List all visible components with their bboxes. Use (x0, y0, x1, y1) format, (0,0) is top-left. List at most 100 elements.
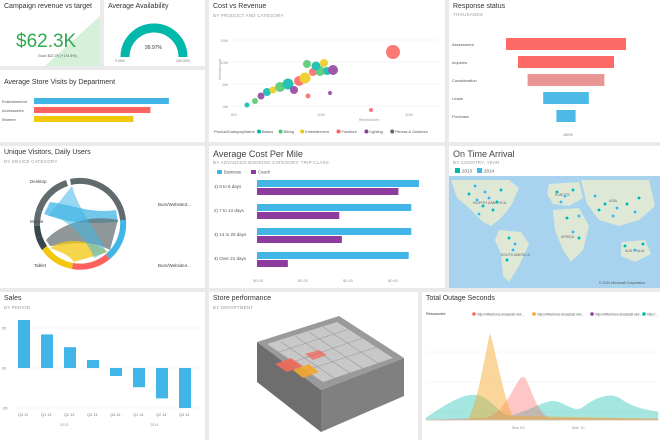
x-tick: 20M (405, 112, 413, 117)
legend-item: Fitness & Outdoors (395, 130, 428, 134)
scatter-point (244, 102, 250, 108)
campaign-revenue-tile[interactable]: Campaign revenue vs target $62.3K Goal: … (0, 0, 100, 66)
legend-swatch (336, 129, 341, 134)
map-marker (564, 215, 569, 220)
map-marker (477, 211, 482, 216)
scatter-point (290, 86, 298, 94)
zone-red-2 (305, 350, 327, 360)
store-perf-subtitle: BY DEPARTMENT (213, 305, 254, 310)
legend-item: Furniture (342, 130, 357, 134)
scatter-point (303, 60, 311, 68)
visits-row-label: Accessories (2, 108, 24, 113)
campaign-sparkline (45, 16, 100, 66)
cost-per-mile-chart: Business Coach 1) 0 to 6 days 2) 7 to 13 da… (214, 170, 419, 283)
legend-2013-swatch (455, 168, 460, 173)
cpm-x-tick: $0.40 (343, 278, 354, 283)
map-marker (562, 194, 567, 199)
cpm-category-label: 1) 0 to 6 days (214, 184, 242, 189)
map-marker (511, 247, 516, 252)
store-perf-tile[interactable]: Store performance BY DEPARTMENT (209, 292, 418, 440)
world-map[interactable]: 2013 2014 NORTH AMERICA SOUTH AMERICA EU… (449, 146, 660, 288)
cost-per-mile-tile[interactable]: Average Cost Per Mile BY ADVANCED BOOKIN… (209, 146, 445, 288)
legend-item: Basics (262, 130, 273, 134)
chord-label: Tablet (34, 263, 47, 268)
funnel-label: Assessment (452, 42, 475, 47)
legend-item: Business (224, 170, 241, 175)
legend-item: Coach (258, 170, 271, 175)
map-label-eu: EUROPE (555, 193, 570, 197)
response-tile[interactable]: Response status THOUSANDS Assessment Inqu… (449, 0, 660, 142)
legend-swatch (217, 170, 222, 174)
map-marker (473, 184, 478, 189)
sales-tile[interactable]: Sales BY PERIOD $5 $0 -$5 Q4 12 Q1 13 Q2 13 Q3… (0, 292, 205, 440)
campaign-value: $62.3K (16, 31, 77, 52)
scatter-point (299, 72, 311, 84)
africa (553, 208, 589, 262)
store-visits-bars: Entertainment Accessories Women (2, 98, 169, 122)
cpm-bar-business (257, 252, 409, 259)
funnel-stage (556, 110, 576, 122)
map-marker (596, 208, 601, 213)
funnel-bottom-label: 100% (563, 133, 573, 137)
sales-title: Sales (4, 295, 22, 302)
map-marker (614, 206, 619, 211)
funnel-label: Consideration (452, 78, 477, 83)
map-marker (570, 188, 575, 193)
legend-item: http://officeforce.dnsassist.net/... (537, 313, 584, 317)
legend-item: http://officeforce.dnsassist.net/... (477, 313, 524, 317)
campaign-title: Campaign revenue vs target (4, 3, 92, 10)
sales-year-label: 2014 (150, 423, 158, 427)
sales-bar (41, 334, 53, 368)
legend-swatch (364, 129, 369, 134)
chord-label: Mobile (30, 219, 44, 224)
sales-x-tick: Q4 12 (18, 413, 28, 417)
legend-2014: 2014 (484, 169, 495, 174)
floorplan-base (257, 316, 404, 432)
sales-x-tick: Q1 13 (41, 413, 51, 417)
map-label-as: ASIA (609, 199, 618, 203)
legend-swatch (642, 312, 646, 316)
outage-series-teal (425, 394, 659, 421)
outage-title: Total Outage Seconds (426, 295, 495, 302)
legend-swatch (472, 312, 476, 316)
sales-year-label: 2013 (60, 423, 68, 427)
scatter-point (386, 45, 400, 59)
map-marker (495, 200, 500, 205)
cpm-bar-coach (257, 236, 342, 243)
chord-diagram: Desktop Mobile Tablet Bum/Website3... Bu… (30, 177, 191, 270)
on-time-tile[interactable]: On Time Arrival BY COUNTRY, YEAR 2013 20… (449, 146, 660, 288)
on-time-subtitle: BY COUNTRY, YEAR (453, 160, 500, 165)
map-marker (592, 194, 597, 199)
map-marker (512, 241, 517, 246)
scatter-point (305, 93, 311, 99)
zone-orange (293, 364, 319, 378)
cost-revenue-subtitle: BY PRODUCT AND CATEGORY (213, 13, 284, 18)
sales-y-tick: $5 (2, 326, 7, 331)
response-title: Response status (453, 3, 506, 10)
map-marker (475, 198, 480, 203)
store-floorplan[interactable] (209, 292, 418, 440)
cost-revenue-tile[interactable]: Cost vs Revenue BY PRODUCT AND CATEGORY (209, 0, 445, 142)
legend-swatch (257, 129, 261, 134)
legend-swatch (278, 129, 283, 134)
scatter-point (282, 78, 294, 90)
cost-revenue-title: Cost vs Revenue (213, 3, 267, 10)
visitors-tile[interactable]: Unique Visitors, Daily Users BY DEVICE C… (0, 146, 205, 288)
map-marker (507, 235, 512, 240)
cpm-bar-business (257, 204, 412, 211)
map-marker (576, 235, 581, 240)
cpm-category-label: 4) Over 21 days (214, 256, 247, 261)
y-axis-label: SalesAmount (218, 59, 222, 80)
map-label-sa: SOUTH AMERICA (501, 253, 531, 257)
sales-bar (87, 360, 99, 368)
y-tick: 0M (222, 104, 228, 109)
availability-tile[interactable]: Average Availability 99.97% 0.00% 100.00… (104, 0, 205, 66)
outage-tile[interactable]: Total Outage Seconds ResourceId http://o… (422, 292, 660, 440)
sales-y-tick: $0 (2, 366, 7, 371)
availability-value: 99.97% (145, 45, 162, 51)
store-visits-tile[interactable]: Average Store Visits by Department Enter… (0, 70, 205, 142)
map-marker (467, 192, 472, 197)
legend-item: Lighting (369, 130, 382, 134)
cpm-x-tick: $0.60 (388, 278, 399, 283)
campaign-goal: Goal: $22.7K (+174.5%) (38, 54, 77, 58)
